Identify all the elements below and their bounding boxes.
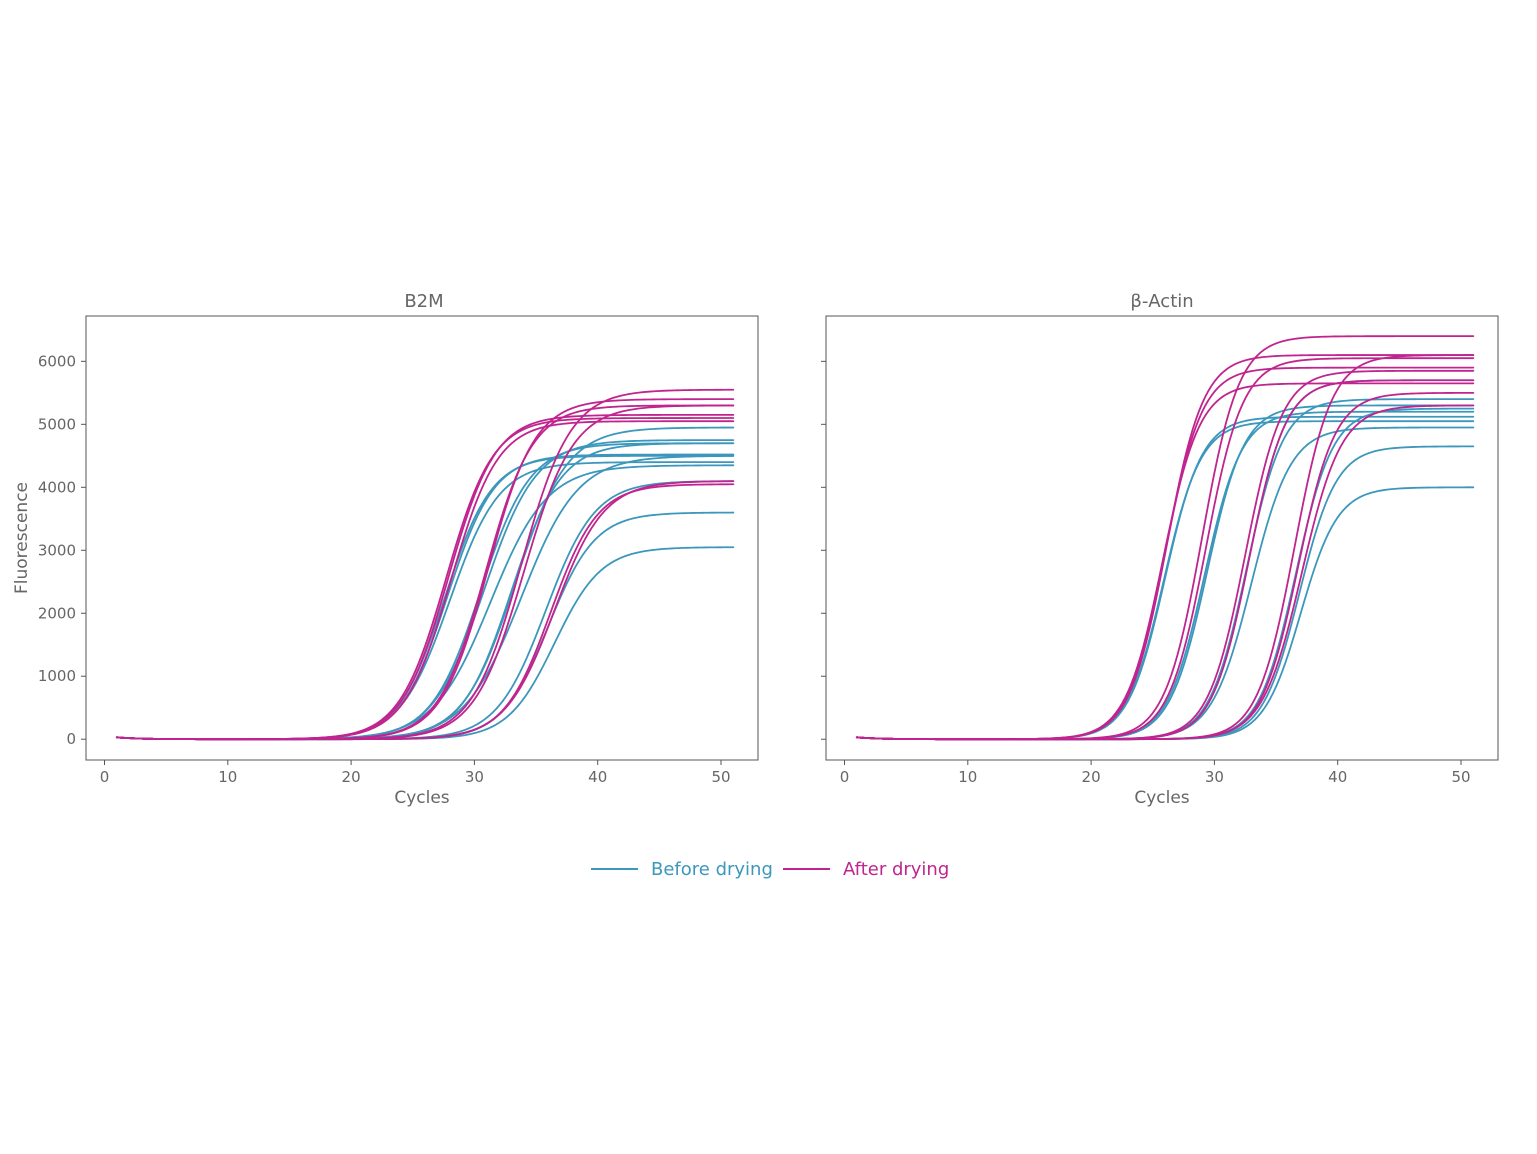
x-tick-label: 10: [958, 768, 977, 786]
y-axis-ticks: [821, 360, 826, 740]
y-tick-label: 2000: [38, 604, 76, 622]
legend-item-before-drying[interactable]: Before drying: [591, 859, 773, 880]
x-tick-label: 50: [1451, 768, 1470, 786]
y-tick-label: 6000: [38, 352, 76, 370]
curve-before-drying: [115, 442, 735, 741]
curves-layer: [115, 388, 735, 741]
x-axis-ticks: 0 10 20 30 40 50: [840, 760, 1471, 786]
curves-layer: [855, 335, 1475, 741]
y-tick-label: 3000: [38, 541, 76, 559]
plot-frame: [825, 315, 1499, 761]
y-tick-label: 5000: [38, 415, 76, 433]
curve-after-drying: [115, 413, 735, 741]
curve-after-drying: [115, 420, 735, 741]
curve-after-drying: [115, 480, 735, 741]
x-tick-label: 0: [100, 768, 110, 786]
curve-after-drying: [855, 404, 1475, 741]
y-axis-label: Fluorescence: [12, 482, 32, 594]
legend-item-after-drying[interactable]: After drying: [783, 859, 949, 880]
panel-b2m: B2M 0 10 20 30 40 50 0 1000 2000 3000 4000 5000 600…: [12, 291, 759, 808]
curve-after-drying: [115, 483, 735, 741]
curve-before-drying: [115, 461, 735, 741]
x-axis-label: Cycles: [1134, 788, 1189, 808]
curve-before-drying: [855, 379, 1475, 741]
curve-after-drying: [115, 388, 735, 741]
y-axis-ticks: 0 1000 2000 3000 4000 5000 6000: [38, 352, 86, 748]
curve-before-drying: [115, 455, 735, 741]
curve-before-drying: [115, 426, 735, 741]
x-tick-label: 20: [1082, 768, 1101, 786]
curve-after-drying: [855, 391, 1475, 741]
curve-before-drying: [115, 454, 735, 741]
x-tick-label: 30: [1205, 768, 1224, 786]
x-tick-label: 40: [1328, 768, 1347, 786]
x-tick-label: 10: [218, 768, 237, 786]
x-tick-label: 50: [711, 768, 730, 786]
x-tick-label: 20: [342, 768, 361, 786]
panel-title: B2M: [404, 291, 443, 312]
legend: Before drying After drying: [591, 859, 949, 880]
curve-after-drying: [115, 398, 735, 741]
curve-before-drying: [115, 480, 735, 741]
x-axis-label: Cycles: [394, 788, 449, 808]
curve-before-drying: [115, 453, 735, 741]
x-axis-ticks: 0 10 20 30 40 50: [100, 760, 731, 786]
curve-after-drying: [855, 382, 1475, 741]
plot-frame: [85, 315, 759, 761]
y-tick-label: 4000: [38, 478, 76, 496]
curve-before-drying: [115, 464, 735, 741]
x-tick-label: 0: [840, 768, 850, 786]
curve-before-drying: [115, 439, 735, 741]
curve-after-drying: [855, 379, 1475, 741]
curve-before-drying: [115, 511, 735, 741]
x-tick-label: 40: [588, 768, 607, 786]
y-tick-label: 0: [66, 730, 76, 748]
x-tick-label: 30: [465, 768, 484, 786]
y-tick-label: 1000: [38, 667, 76, 685]
legend-label-after-drying: After drying: [843, 859, 949, 880]
panel-beta-actin: β-Actin 0 10 20 30 40 50 Cycles: [821, 291, 1499, 808]
panel-title: β-Actin: [1130, 291, 1193, 312]
legend-label-before-drying: Before drying: [651, 859, 773, 880]
